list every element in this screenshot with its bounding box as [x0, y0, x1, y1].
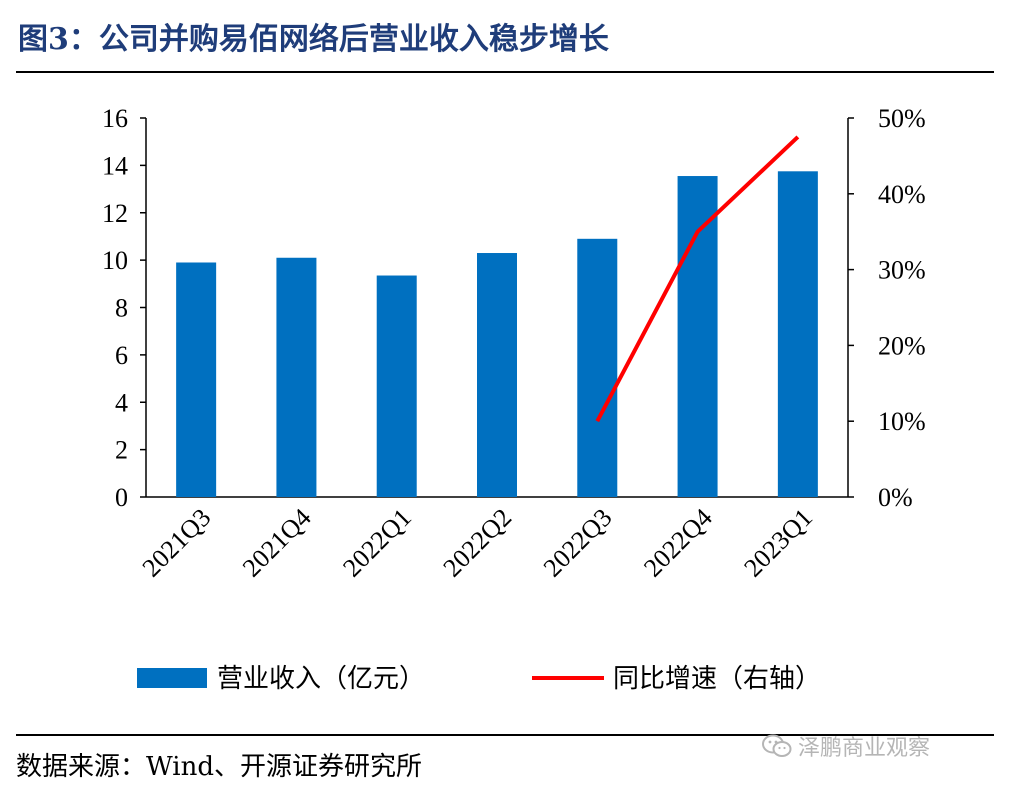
bar: [176, 262, 217, 497]
legend-line-label: 同比增速（右轴）: [613, 664, 821, 694]
category-label: 2023Q1: [738, 503, 818, 583]
right-tick-label: 30%: [878, 256, 926, 285]
left-tick-label: 8: [115, 294, 128, 323]
right-tick-label: 40%: [878, 180, 926, 209]
left-tick-label: 2: [115, 436, 128, 465]
bar: [477, 253, 517, 497]
footer-divider: [16, 734, 994, 736]
left-tick-label: 0: [115, 483, 128, 512]
bar: [777, 171, 818, 497]
category-label: 2022Q3: [538, 503, 618, 583]
wechat-icon: [762, 734, 792, 757]
legend-bar-label: 营业收入（亿元）: [217, 664, 425, 694]
legend-bar-swatch: [137, 668, 207, 688]
watermark-text: 泽鹏商业观察: [798, 736, 931, 761]
category-label: 2022Q4: [638, 503, 718, 583]
chart-svg: 0 2 4 6 8 10 12 14 16 0% 10% 20% 30% 40% 50% 2021Q3 2021…: [102, 104, 926, 694]
left-tick-label: 12: [102, 199, 128, 228]
watermark: 泽鹏商业观察: [762, 730, 930, 762]
category-label: 2021Q3: [137, 503, 217, 583]
category-label: 2022Q2: [437, 503, 517, 583]
growth-line: [595, 135, 800, 423]
source-note: 数据来源：Wind、开源证券研究所: [16, 752, 422, 782]
bar: [677, 176, 718, 498]
right-tick-label: 50%: [878, 104, 926, 133]
bar: [577, 238, 618, 497]
title-divider: [16, 71, 994, 73]
left-tick-label: 14: [102, 151, 128, 180]
category-label: 2022Q1: [337, 503, 417, 583]
bar: [276, 257, 317, 497]
left-tick-label: 10: [102, 246, 128, 275]
left-tick-label: 4: [115, 388, 128, 417]
left-tick-label: 16: [102, 104, 128, 133]
left-tick-label: 6: [115, 341, 128, 370]
right-tick-label: 10%: [878, 407, 926, 436]
right-tick-label: 0%: [878, 483, 913, 512]
bar: [376, 275, 417, 497]
chart-title: 图3：公司并购易佰网络后营业收入稳步增长: [18, 22, 609, 57]
right-tick-label: 20%: [878, 331, 926, 360]
category-label: 2021Q4: [237, 503, 317, 583]
